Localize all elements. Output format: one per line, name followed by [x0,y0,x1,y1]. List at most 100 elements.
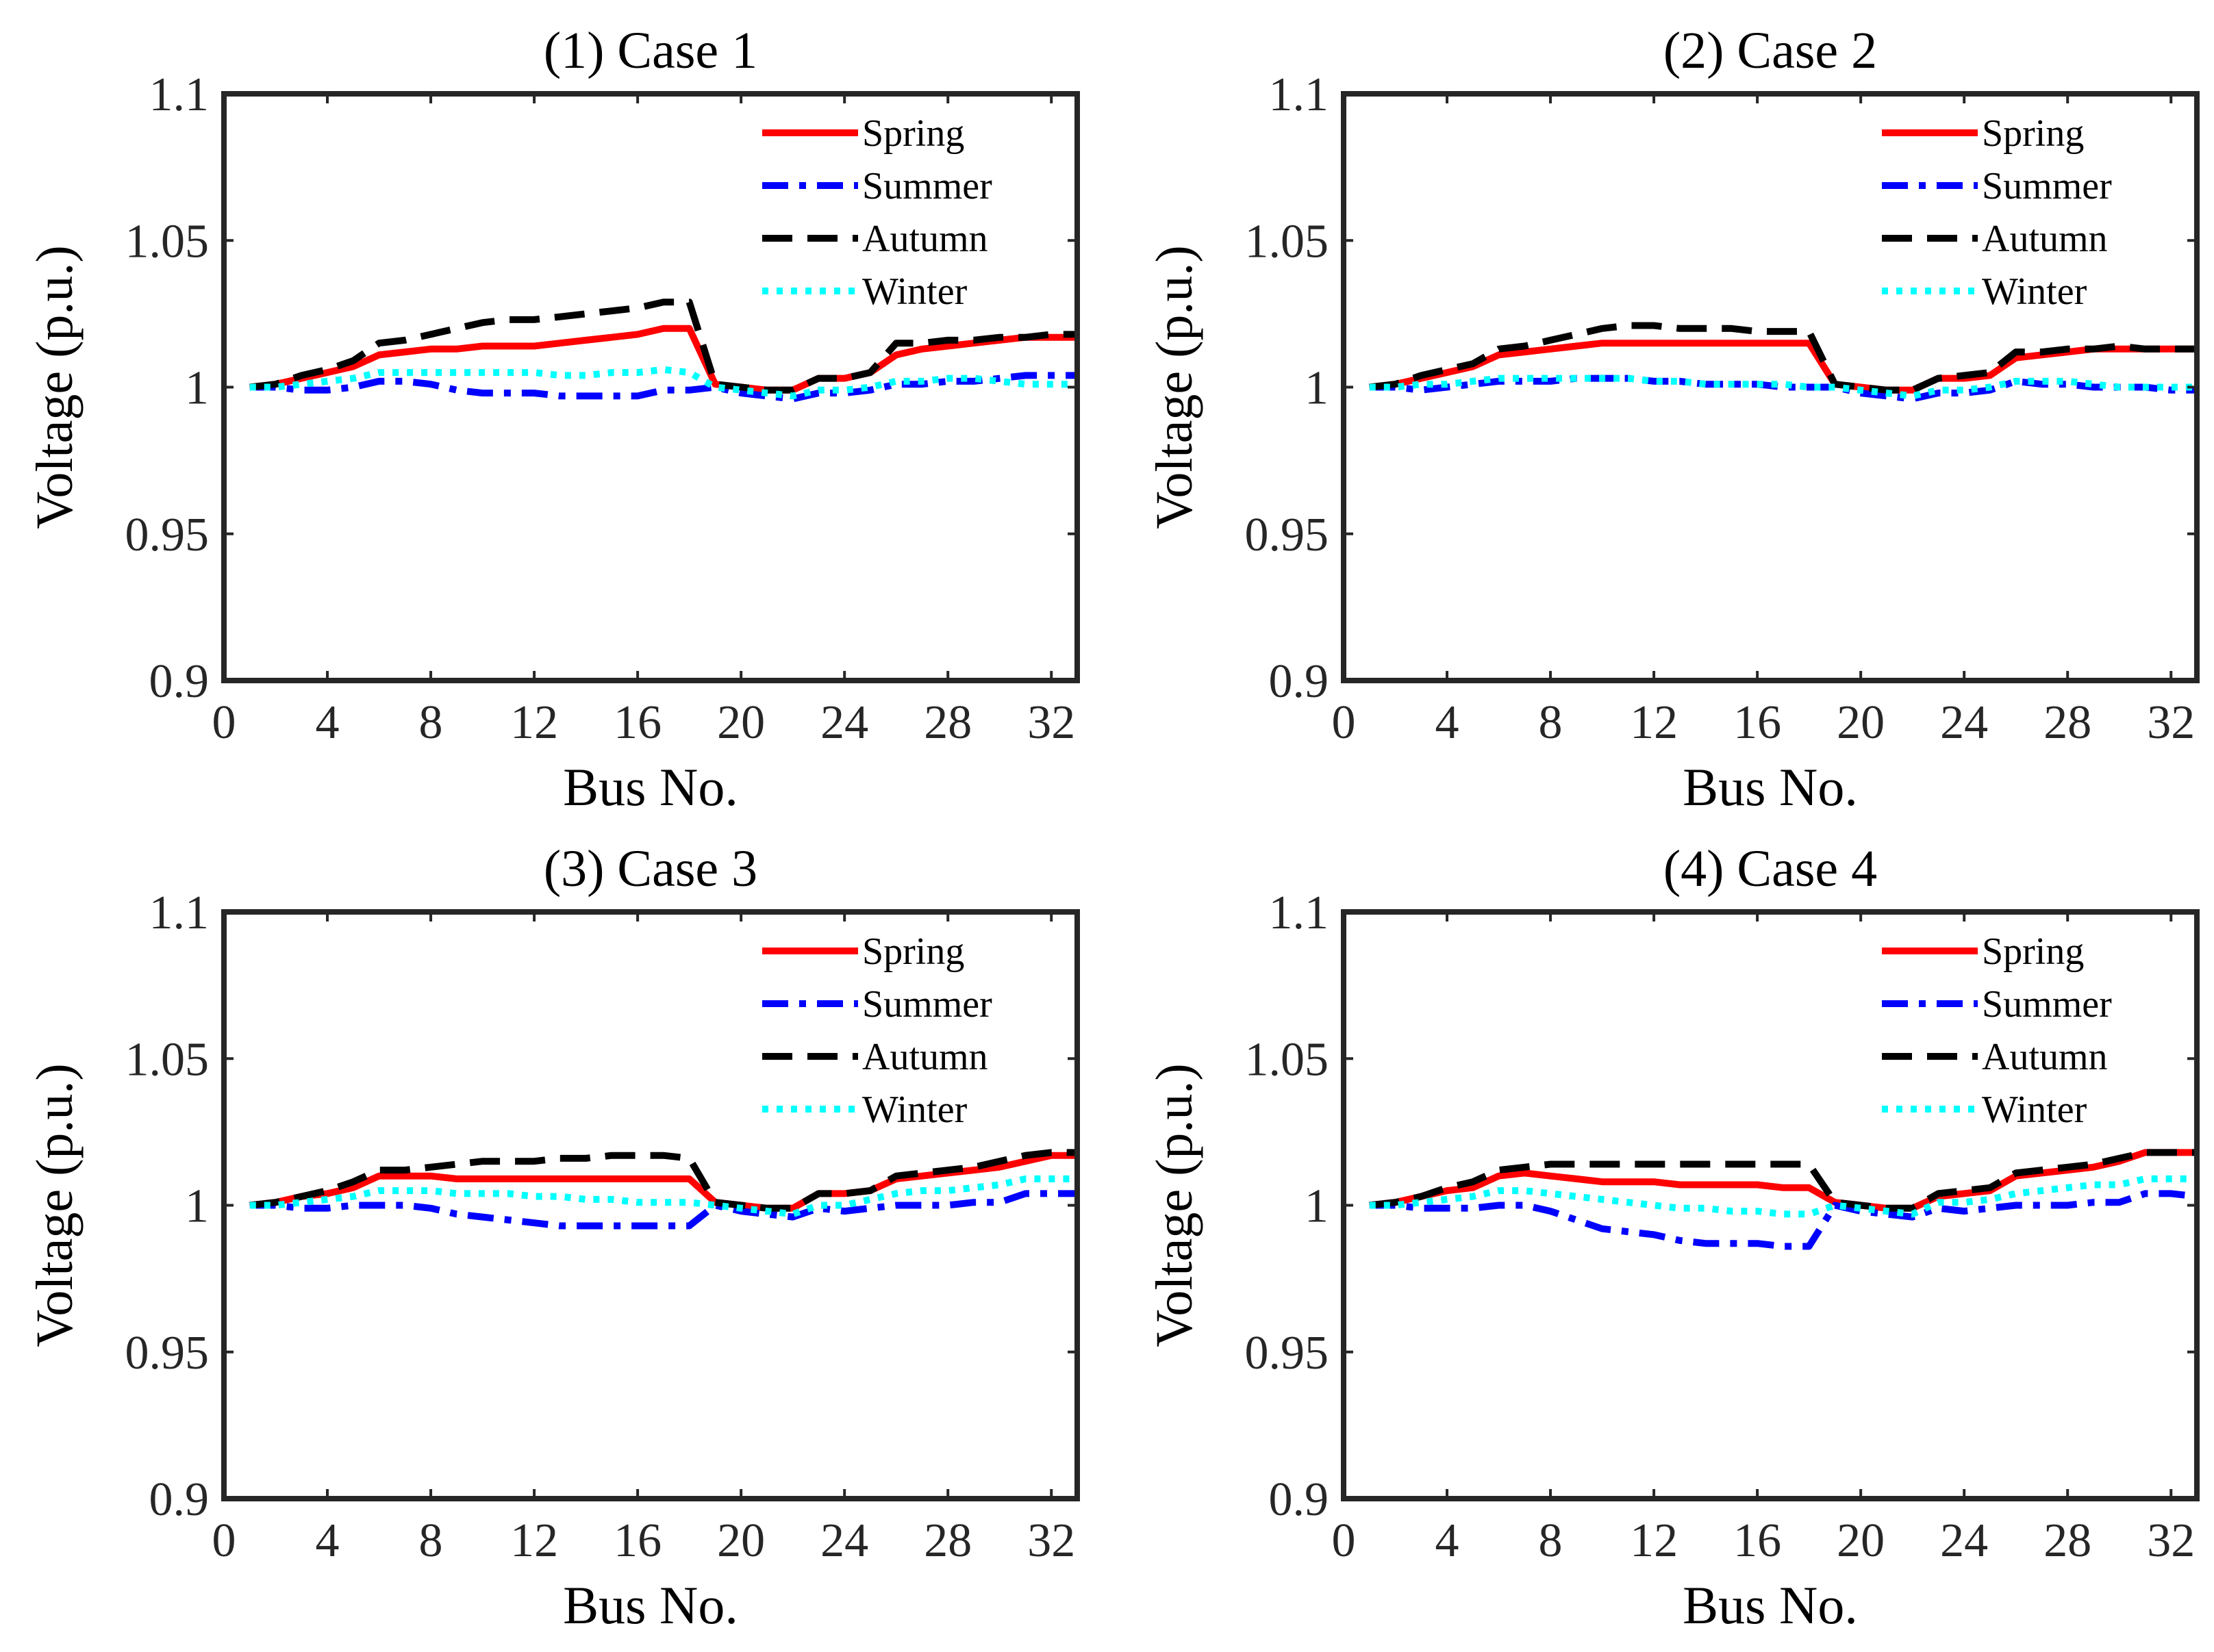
chart-panel-4: 0 4 8 12 16 20 24 28 32 0.9 0.95 1 1.05 1.1 (4) Case 4… [1146,840,2200,1635]
x-tick-label: 24 [1940,1514,1988,1567]
series-line-autumn [1369,322,2197,394]
series-line-spring [249,325,1077,394]
x-tick-label: 8 [1539,696,1563,749]
y-tick-label: 1 [1305,1180,1329,1233]
y-tick-label: 1.05 [1245,1033,1329,1086]
x-tick-label: 12 [1630,696,1678,749]
x-axis-label: Bus No. [1683,757,1858,817]
legend-label-summer: Summer [1982,165,2112,207]
y-axis-label: Voltage (p.u.) [26,245,84,529]
chart-title: (4) Case 4 [1663,840,1877,898]
legend-label-autumn: Autumn [1982,1036,2108,1078]
x-tick-label: 12 [1630,1514,1678,1567]
y-tick-label: 1 [185,1180,209,1233]
legend-label-summer: Summer [1982,983,2112,1026]
y-tick-label: 0.95 [1245,509,1329,561]
x-tick-label: 20 [717,696,765,749]
chart-title: (3) Case 3 [544,840,757,898]
x-tick-label: 20 [1837,1514,1885,1567]
legend-label-spring: Spring [1982,112,2084,155]
y-tick-label: 0.95 [1245,1327,1329,1380]
x-tick-label: 16 [614,1514,662,1567]
legend-label-autumn: Autumn [862,218,988,260]
x-tick-label: 32 [2147,1514,2195,1567]
y-tick-label: 1.05 [125,215,210,268]
legend: Spring Summer Autumn Winter [1882,930,2112,1131]
x-tick-label: 0 [1332,696,1356,749]
legend: Spring Summer Autumn Winter [762,112,992,313]
x-tick-label: 24 [820,1514,868,1567]
x-tick-label: 28 [924,696,972,749]
x-tick-label: 4 [1435,696,1459,749]
legend-label-summer: Summer [862,165,992,207]
y-tick-label: 1.1 [1269,887,1329,939]
series-line-winter [1369,374,2197,400]
legend-label-autumn: Autumn [862,1036,988,1078]
y-tick-label: 1.05 [125,1033,210,1086]
series-group [249,1149,1077,1230]
y-tick-label: 0.9 [149,655,210,708]
x-axis-label: Bus No. [1683,1575,1858,1635]
x-tick-label: 24 [820,696,868,749]
y-tick-label: 1.1 [149,887,210,939]
x-tick-label: 24 [1940,696,1988,749]
x-tick-label: 12 [510,696,558,749]
series-line-autumn [249,298,1077,394]
x-tick-label: 28 [2043,696,2091,749]
series-line-summer [1369,1190,2197,1250]
x-tick-label: 32 [2147,696,2195,749]
x-tick-label: 0 [1332,1514,1356,1567]
legend-label-summer: Summer [862,983,992,1026]
chart-title: (2) Case 2 [1663,22,1877,79]
x-tick-label: 28 [2043,1514,2091,1567]
chart-panel-1: 0 4 8 12 16 20 24 28 32 0.9 0.95 1 1.05 1.1 (1) Case 1… [26,22,1080,817]
chart-panel-2: 0 4 8 12 16 20 24 28 32 0.9 0.95 1 1.05 1.1 (2) Case 2… [1146,22,2200,817]
y-axis-label: Voltage (p.u.) [1146,1063,1203,1347]
legend-label-winter: Winter [1982,1089,2087,1131]
x-tick-label: 12 [510,1514,558,1567]
x-tick-label: 16 [1733,696,1781,749]
series-line-winter [249,1175,1077,1218]
legend: Spring Summer Autumn Winter [1882,112,2112,313]
legend-label-spring: Spring [862,930,964,973]
x-axis-label: Bus No. [563,757,738,817]
x-tick-label: 32 [1027,1514,1075,1567]
y-tick-label: 1 [185,362,209,415]
chart-title: (1) Case 1 [544,22,757,79]
x-tick-label: 8 [419,696,443,749]
y-tick-label: 1 [1305,362,1329,415]
x-tick-label: 16 [1733,1514,1781,1567]
series-line-autumn [249,1149,1077,1212]
y-tick-label: 0.95 [125,509,210,561]
y-tick-label: 0.9 [1269,655,1329,708]
legend-label-winter: Winter [862,270,968,313]
legend-label-spring: Spring [862,112,964,155]
legend-label-winter: Winter [862,1089,968,1131]
y-axis-label: Voltage (p.u.) [1146,245,1203,529]
x-tick-label: 4 [316,1514,340,1567]
series-group [249,298,1077,403]
legend-label-autumn: Autumn [1982,218,2108,260]
y-tick-label: 0.9 [149,1473,210,1526]
legend-label-winter: Winter [1982,270,2087,313]
x-tick-label: 28 [924,1514,972,1567]
y-tick-label: 1.1 [149,68,210,121]
x-tick-label: 20 [717,1514,765,1567]
x-tick-label: 8 [419,1514,443,1567]
x-axis-label: Bus No. [563,1575,738,1635]
x-tick-label: 0 [212,696,236,749]
x-tick-label: 0 [212,1514,236,1567]
x-tick-label: 8 [1539,1514,1563,1567]
y-tick-label: 0.9 [1269,1473,1329,1526]
chart-panel-3: 0 4 8 12 16 20 24 28 32 0.9 0.95 1 1.05 1.1 (3) Case 3… [26,840,1080,1635]
series-group [1369,322,2197,403]
y-tick-label: 1.05 [1245,215,1329,268]
series-line-summer [249,372,1077,403]
y-tick-label: 0.95 [125,1327,210,1380]
x-tick-label: 20 [1837,696,1885,749]
legend: Spring Summer Autumn Winter [762,930,992,1131]
x-tick-label: 4 [1435,1514,1459,1567]
x-tick-label: 16 [614,696,662,749]
x-tick-label: 32 [1027,696,1075,749]
